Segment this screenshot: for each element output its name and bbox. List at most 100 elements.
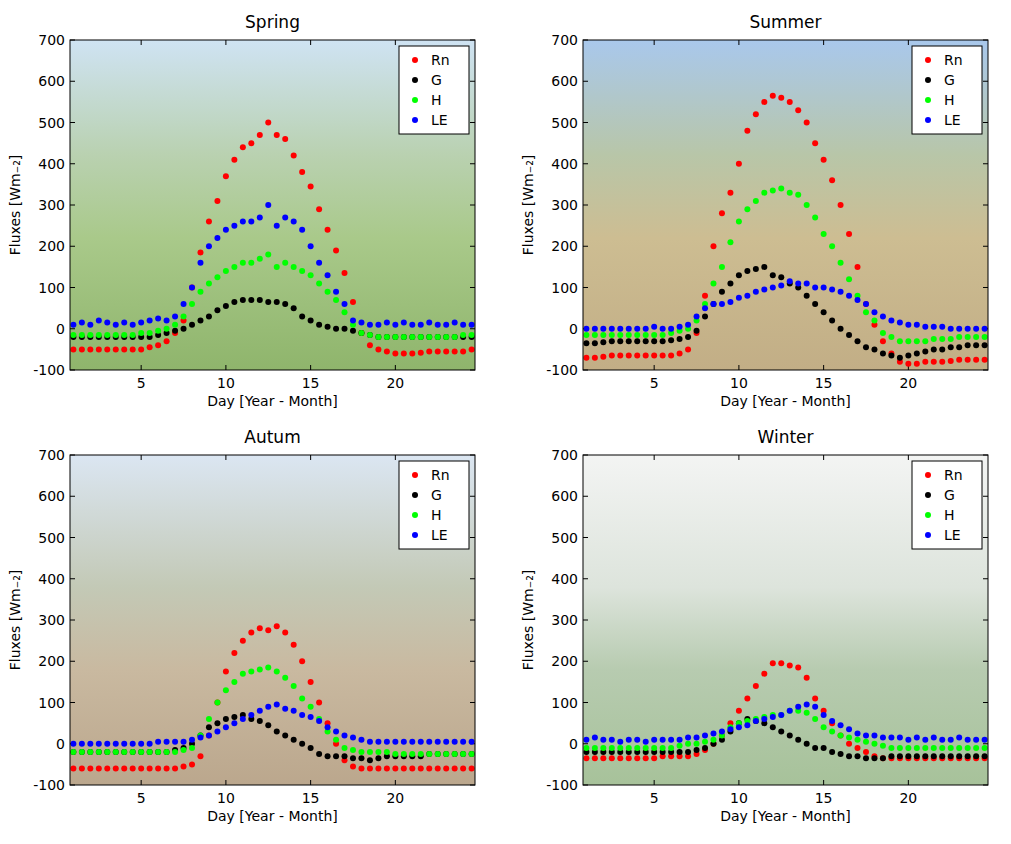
plot-background [70,40,475,370]
point [392,766,398,772]
point [375,766,381,772]
point [592,755,598,761]
point [460,739,466,745]
point [223,227,229,233]
point [325,753,331,759]
point [812,695,818,701]
x-axis-title: Day [Year - Month] [207,393,338,409]
series [70,664,474,757]
point [838,722,844,728]
point [888,334,894,340]
point [401,320,407,326]
point [147,344,153,350]
point [753,198,759,204]
point [778,282,784,288]
point [727,190,733,196]
point [592,340,598,346]
point [155,749,161,755]
y-tick-label: 0 [56,736,65,752]
point [231,157,237,163]
point [469,322,475,328]
point [787,708,793,714]
point [778,95,784,101]
point [982,326,988,332]
point [240,144,246,150]
plot-background [583,455,988,785]
y-tick-label: -100 [546,777,578,793]
point [922,348,928,354]
point [846,741,852,747]
point [973,753,979,759]
point [694,328,700,334]
point [248,260,254,266]
y-tick [70,496,75,497]
point [375,749,381,755]
point [87,332,93,338]
point [155,328,161,334]
panel-title: Winter [757,427,813,447]
legend-marker [412,97,418,103]
point [333,728,339,734]
y-tick [70,620,75,621]
point [147,766,153,772]
point [96,749,102,755]
point [299,658,305,664]
point [634,755,640,761]
point [452,739,458,745]
point [181,763,187,769]
point [753,266,759,272]
point [744,268,750,274]
points [583,660,987,761]
point [939,324,945,330]
point [130,741,136,747]
point [460,751,466,757]
point [677,336,683,342]
y-tick-label: 200 [38,238,65,254]
x-tick [395,455,396,460]
point [677,743,683,749]
point [626,737,632,743]
point [634,326,640,332]
point [418,350,424,356]
point [710,280,716,286]
point [172,328,178,334]
point [248,297,254,303]
point [753,718,759,724]
point [121,741,127,747]
point [350,735,356,741]
point [231,679,237,685]
legend-label: LE [431,527,448,543]
y-tick-label: -100 [33,777,65,793]
point [778,274,784,280]
x-tick [141,780,142,785]
point [922,359,928,365]
point [240,260,246,266]
x-tick-label: 20 [899,375,917,391]
point [736,272,742,278]
point [104,749,110,755]
point [342,326,348,332]
point [965,745,971,751]
legend-label: G [944,72,955,88]
point [982,334,988,340]
x-tick [654,780,655,785]
point [265,252,271,258]
x-tick [908,780,909,785]
point [164,766,170,772]
y-tick [583,205,588,206]
point [214,198,220,204]
point [685,346,691,352]
point [113,749,119,755]
point [617,739,623,745]
point [452,751,458,757]
point [736,724,742,730]
point [274,623,280,629]
x-tick-label: 5 [137,375,146,391]
point [231,223,237,229]
point [384,766,390,772]
y-tick-label: 500 [38,530,65,546]
point [325,272,331,278]
point [231,299,237,305]
point [308,745,314,751]
point [956,357,962,363]
